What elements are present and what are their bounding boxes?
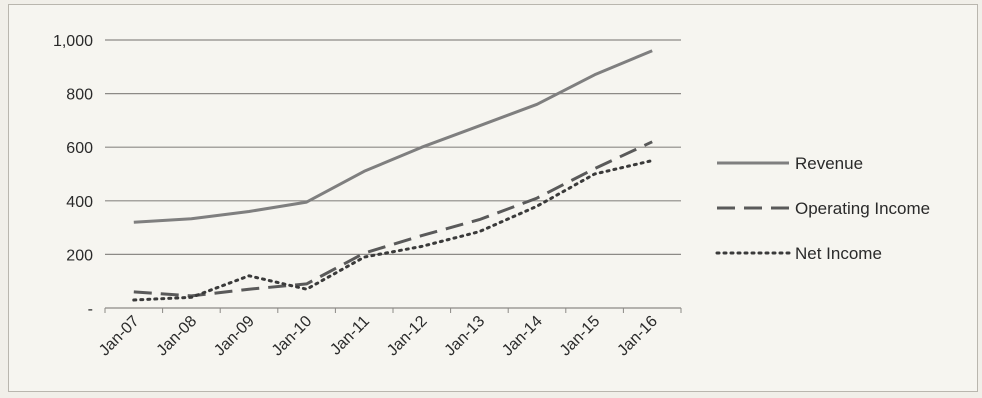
x-tick-label: Jan-15 (557, 313, 604, 360)
series-line-net-income (132, 159, 654, 302)
y-tick-label: - (88, 301, 93, 318)
series-line-operating-income (133, 140, 653, 298)
y-tick-label: 400 (66, 194, 93, 211)
x-tick-label: Jan-08 (154, 313, 201, 360)
legend-label: Operating Income (795, 199, 930, 218)
x-tick-label: Jan-07 (96, 313, 143, 360)
legend-label: Net Income (795, 244, 882, 263)
chart-frame: -200 400 600 800 1,000 Jan-07 Jan-08 Jan-09 Jan-… (8, 4, 978, 392)
series-line-revenue (133, 49, 653, 224)
x-tick-label: Jan-12 (384, 313, 431, 360)
y-tick-label: 800 (66, 87, 93, 104)
x-tick-label: Jan-16 (614, 313, 661, 360)
y-tick-label: 1,000 (53, 33, 93, 50)
x-tick-label: Jan-13 (442, 313, 489, 360)
y-tick-label: 600 (66, 140, 93, 157)
x-tick-label: Jan-09 (211, 313, 258, 360)
y-tick-label: 200 (66, 247, 93, 264)
x-tick-label: Jan-14 (499, 313, 546, 360)
x-tick-label: Jan-11 (327, 313, 373, 359)
legend-label: Revenue (795, 154, 863, 173)
x-tick-label: Jan-10 (269, 313, 316, 360)
